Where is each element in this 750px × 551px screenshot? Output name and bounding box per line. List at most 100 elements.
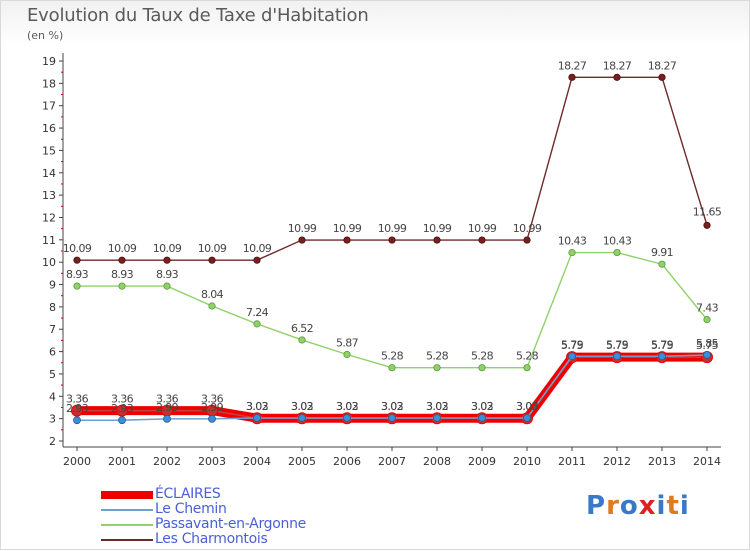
data-label: 3.02 (471, 400, 493, 413)
data-point-eclaires (71, 404, 83, 417)
y-tick-label: 13 (42, 189, 56, 202)
data-point-charmontois (568, 73, 576, 81)
data-label: 5.75 (696, 339, 719, 352)
x-tick-label: 2010 (513, 455, 541, 468)
data-label: 3.03 (336, 400, 359, 413)
data-label: 3.03 (291, 400, 314, 413)
legend-swatch (101, 539, 153, 541)
data-point-le-chemin (613, 352, 621, 361)
legend-label: Les Charmontois (155, 531, 268, 547)
data-label: 10.99 (333, 222, 362, 235)
data-label: 10.99 (513, 222, 542, 235)
data-label: 3.03 (246, 400, 269, 413)
data-point-le-chemin (253, 414, 261, 422)
x-tick-label: 2005 (288, 455, 316, 468)
data-label: 5.79 (561, 338, 584, 351)
data-label: 3.02 (336, 400, 358, 413)
data-point-charmontois (433, 236, 441, 244)
data-label: 2.99 (201, 401, 224, 414)
data-label: 5.79 (606, 338, 629, 351)
y-tick-label: 16 (42, 122, 56, 135)
y-tick-label: 2 (49, 435, 56, 448)
data-label: 18.27 (558, 59, 587, 72)
legend-swatch (101, 509, 153, 511)
data-point-le-chemin (118, 416, 126, 425)
data-label: 3.36 (66, 393, 89, 406)
data-label: 5.87 (336, 336, 359, 349)
data-label: 18.27 (648, 59, 677, 72)
data-label: 2.93 (111, 402, 134, 415)
data-point-charmontois (118, 256, 126, 264)
data-point-passavant (658, 260, 666, 268)
data-point-le-chemin (163, 414, 171, 423)
y-tick-label: 8 (49, 301, 56, 314)
chart-subtitle: (en %) (27, 29, 64, 42)
legend-label: Passavant-en-Argonne (155, 516, 306, 532)
data-point-charmontois (163, 256, 171, 264)
data-point-le-chemin (703, 351, 711, 359)
y-tick-label: 6 (49, 346, 56, 359)
y-tick-label: 15 (42, 144, 56, 157)
data-label: 5.28 (381, 350, 404, 363)
x-tick-label: 2013 (648, 455, 676, 468)
data-point-passavant (253, 320, 261, 328)
data-point-passavant (523, 364, 531, 372)
x-tick-label: 2001 (108, 455, 136, 468)
data-point-charmontois (73, 256, 81, 264)
logo-letter: i (656, 491, 667, 521)
y-tick-label: 14 (42, 167, 56, 180)
data-label: 3.03 (381, 400, 404, 413)
logo-letter: t (666, 491, 680, 521)
y-tick-label: 4 (49, 390, 56, 403)
data-point-passavant (208, 302, 216, 310)
data-point-passavant (163, 282, 171, 290)
data-label: 9.91 (651, 246, 673, 259)
y-tick-label: 18 (42, 77, 56, 90)
data-point-le-chemin (523, 414, 531, 422)
data-point-charmontois (253, 256, 261, 264)
data-label: 10.99 (378, 222, 407, 235)
data-label: 5.79 (651, 338, 674, 351)
logo-letter: i (679, 491, 690, 521)
data-label: 11.65 (693, 205, 722, 218)
y-tick-label: 17 (42, 100, 56, 113)
data-label: 5.28 (426, 350, 449, 363)
data-label: 10.99 (468, 222, 497, 235)
data-point-charmontois (613, 73, 621, 81)
logo-letter: r (606, 491, 620, 521)
data-label: 3.02 (291, 400, 313, 413)
x-tick-label: 2008 (423, 455, 451, 468)
x-tick-label: 2014 (693, 455, 721, 468)
data-point-le-chemin (478, 414, 486, 422)
data-label: 5.85 (696, 337, 719, 350)
data-point-le-chemin (73, 416, 81, 425)
data-label: 8.04 (201, 288, 224, 301)
data-label: 10.09 (153, 242, 182, 255)
logo-letter: P (586, 491, 607, 521)
data-label: 3.03 (426, 400, 449, 413)
y-tick-label: 9 (49, 279, 56, 292)
x-tick-label: 2002 (153, 455, 181, 468)
legend-swatch (101, 524, 153, 526)
x-tick-label: 2003 (198, 455, 226, 468)
data-point-charmontois (478, 236, 486, 244)
data-point-passavant (568, 248, 576, 257)
y-tick-label: 7 (49, 323, 56, 336)
chart-title: Evolution du Taux de Taxe d'Habitation (27, 5, 369, 26)
data-label: 8.93 (66, 268, 89, 281)
x-tick-label: 2004 (243, 455, 271, 468)
data-point-le-chemin (298, 414, 306, 422)
data-label: 10.43 (558, 235, 587, 248)
data-point-passavant (478, 364, 486, 372)
data-point-charmontois (703, 221, 711, 229)
data-label: 5.75 (561, 339, 584, 352)
y-tick-label: 19 (42, 55, 56, 68)
data-label: 10.09 (63, 242, 92, 255)
y-tick-label: 5 (49, 368, 56, 381)
logo-letter: x (638, 491, 657, 521)
proxiti-logo: Proxiti (586, 491, 690, 521)
data-point-passavant (613, 248, 621, 257)
x-tick-label: 2011 (558, 455, 586, 468)
data-point-passavant (388, 364, 396, 372)
data-label: 10.43 (603, 235, 632, 248)
